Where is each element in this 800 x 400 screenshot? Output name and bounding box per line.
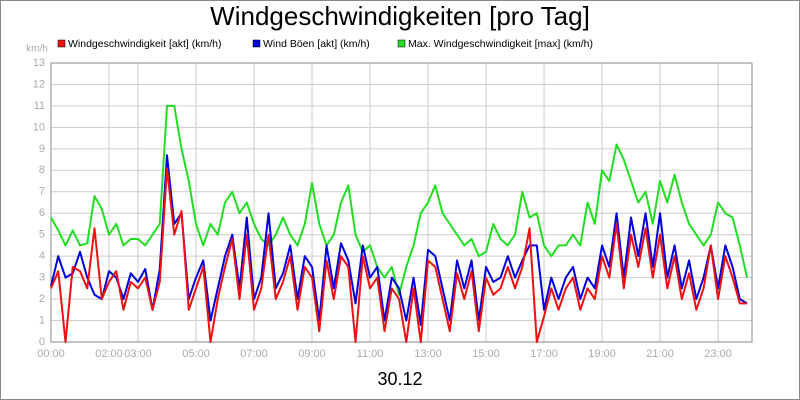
- y-tick-label: 0: [39, 336, 45, 348]
- y-tick-label: 4: [39, 250, 45, 262]
- legend-swatch: [397, 39, 406, 48]
- x-axis-label: 30.12: [377, 369, 422, 389]
- x-tick-label: 17:00: [530, 348, 558, 360]
- y-tick-label: 7: [39, 186, 45, 198]
- series-line: [50, 167, 748, 343]
- y-tick-label: 6: [39, 207, 45, 219]
- y-tick-label: 2: [39, 293, 45, 305]
- x-tick-label: 19:00: [588, 348, 616, 360]
- x-tick-label: 21:00: [646, 348, 674, 360]
- x-tick-label: 03:00: [124, 348, 152, 360]
- legend-label: Max. Windgeschwindigkeit [max] (km/h): [408, 38, 593, 50]
- y-tick-label: 3: [39, 272, 45, 284]
- chart-title: Windgeschwindigkeiten [pro Tag]: [210, 1, 590, 31]
- x-tick-label: 07:00: [240, 348, 268, 360]
- y-tick-label: 13: [33, 57, 45, 69]
- x-tick-label: 11:00: [357, 348, 384, 360]
- plot-border: [50, 62, 753, 343]
- legend-swatch: [252, 39, 261, 48]
- y-tick-label: 12: [33, 78, 45, 90]
- x-tick-label: 15:00: [472, 348, 500, 360]
- y-tick-label: 8: [39, 164, 45, 176]
- x-tick-label: 23:00: [704, 348, 732, 360]
- x-tick-label: 13:00: [414, 348, 442, 360]
- y-axis-label: km/h: [26, 44, 48, 55]
- x-tick-label: 00:00: [37, 348, 65, 360]
- y-tick-label: 1: [39, 314, 45, 326]
- x-tick-label: 09:00: [298, 348, 326, 360]
- y-tick-label: 5: [39, 229, 45, 241]
- x-tick-label: 05:00: [182, 348, 210, 360]
- legend-swatch: [57, 39, 66, 48]
- legend-label: Wind Böen [akt] (km/h): [263, 38, 370, 50]
- y-tick-label: 10: [33, 121, 45, 133]
- series-line: [50, 104, 749, 296]
- series-line: [50, 154, 748, 326]
- legend-label: Windgeschwindigkeit [akt] (km/h): [68, 38, 221, 50]
- y-tick-label: 11: [34, 100, 45, 112]
- y-tick-label: 9: [39, 143, 45, 155]
- x-tick-label: 02:00: [95, 348, 123, 360]
